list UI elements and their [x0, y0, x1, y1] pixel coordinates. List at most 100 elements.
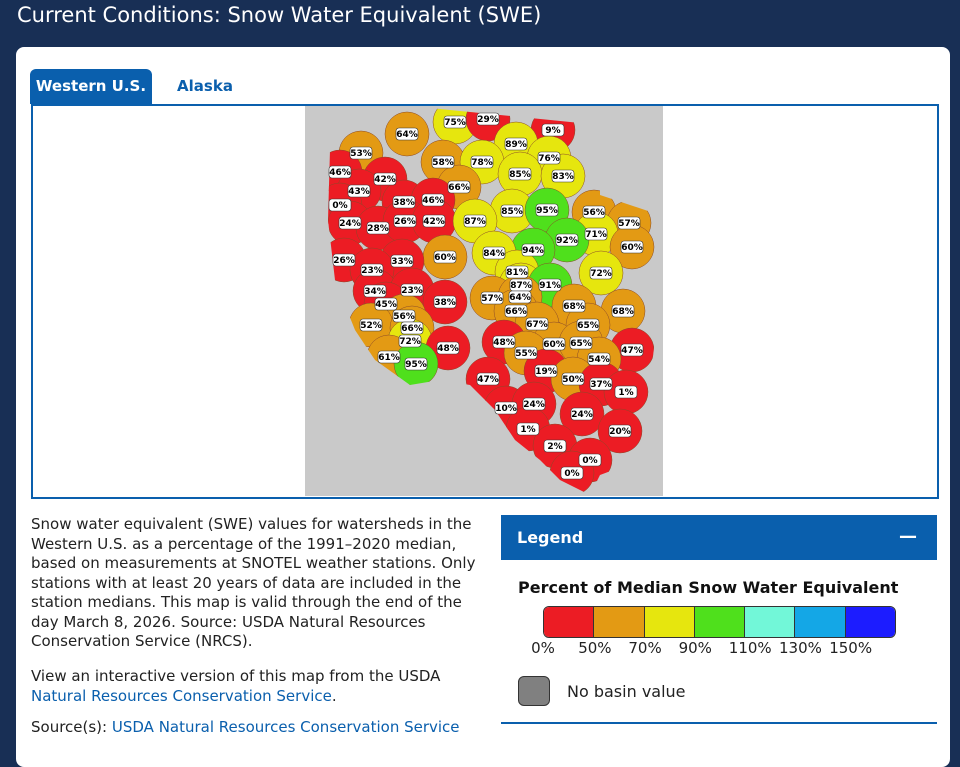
- color-swatch: [745, 607, 796, 637]
- legend-toggle[interactable]: —: [899, 526, 917, 547]
- basin-label: 60%: [621, 243, 643, 253]
- color-bar: [543, 606, 896, 638]
- label-box: [436, 341, 460, 355]
- text: View an interactive version of this map …: [31, 667, 441, 685]
- label-box: [328, 198, 352, 212]
- tab[interactable]: Western U.S.: [30, 69, 152, 104]
- color-swatch: [544, 607, 595, 637]
- label-box: [505, 265, 529, 279]
- label-box: [400, 283, 424, 297]
- basin-label: 67%: [526, 320, 548, 330]
- basin-label: 68%: [612, 307, 634, 317]
- basin-label: 1%: [520, 425, 535, 435]
- page: Current Conditions: Snow Water Equivalen…: [16, 3, 950, 767]
- label-box: [480, 291, 504, 305]
- label-box: [514, 346, 538, 360]
- label-box: [366, 221, 390, 235]
- label-box: [470, 155, 494, 169]
- label-box: [492, 335, 516, 349]
- label-box: [584, 227, 608, 241]
- label-box: [421, 193, 445, 207]
- label-box: [504, 137, 528, 151]
- label-box: [535, 203, 559, 217]
- basin-label: 76%: [538, 154, 560, 164]
- basin-label: 45%: [375, 300, 397, 310]
- color-swatch: [594, 607, 645, 637]
- link[interactable]: USDA Natural Resources Conservation Serv…: [111, 718, 460, 736]
- interactive-note: View an interactive version of this map …: [31, 667, 476, 706]
- label-box: [578, 453, 602, 467]
- basin-label: 24%: [523, 400, 545, 410]
- basin-label: 66%: [401, 324, 423, 334]
- legend-tick-label: 90%: [678, 639, 712, 657]
- basin-label: 52%: [360, 321, 382, 331]
- basin-label: 46%: [422, 196, 444, 206]
- basin-label: 33%: [391, 257, 413, 267]
- no-value-label: No basin value: [567, 682, 686, 701]
- legend-subtitle: Percent of Median Snow Water Equivalent: [518, 578, 899, 597]
- map-frame: [31, 104, 939, 499]
- label-box: [543, 439, 567, 453]
- basin-label: 57%: [618, 219, 640, 229]
- basin-label: 24%: [339, 219, 361, 229]
- basin-label: 47%: [477, 375, 499, 385]
- color-swatch: [795, 607, 846, 637]
- legend-tick-label: 150%: [829, 639, 873, 657]
- basin-label: 23%: [361, 266, 383, 276]
- basin-label: 38%: [393, 198, 415, 208]
- basin-label: 66%: [505, 307, 527, 317]
- label-box: [377, 350, 401, 364]
- basin-label: 72%: [399, 337, 421, 347]
- label-box: [433, 250, 457, 264]
- basin-label: 65%: [570, 339, 592, 349]
- text: .: [331, 686, 337, 705]
- label-box: [516, 422, 540, 436]
- basin-label: 60%: [434, 253, 456, 263]
- basin-label: 61%: [378, 353, 400, 363]
- label-box: [443, 115, 467, 129]
- label-box: [537, 151, 561, 165]
- label-box: [360, 263, 384, 277]
- basin-label: 53%: [350, 149, 372, 159]
- label-box: [525, 317, 549, 331]
- label-box: [494, 401, 518, 415]
- label-box: [551, 169, 575, 183]
- label-box: [562, 299, 586, 313]
- label-box: [500, 204, 524, 218]
- label-box: [522, 397, 546, 411]
- color-swatch: [694, 607, 746, 637]
- basin-label: 84%: [483, 249, 505, 259]
- basin-label: 24%: [571, 410, 593, 420]
- basin-label: 89%: [505, 140, 527, 150]
- link[interactable]: Natural Resources Conservation Service: [31, 686, 332, 705]
- label-box: [349, 146, 373, 160]
- label-box: [570, 407, 594, 421]
- label-box: [617, 216, 641, 230]
- basin-label: 91%: [539, 281, 561, 291]
- basin-label: 26%: [394, 217, 416, 227]
- label-box: [374, 297, 398, 311]
- basin-label: 10%: [495, 404, 517, 414]
- basin-label: 95%: [536, 206, 558, 216]
- legend-tick-label: 50%: [578, 639, 612, 657]
- basin-label: 47%: [621, 346, 643, 356]
- basin-label: 42%: [374, 175, 396, 185]
- label-box: [338, 216, 362, 230]
- basin-label: 60%: [543, 340, 565, 350]
- basin-label: 19%: [535, 367, 557, 377]
- label-box: [614, 385, 638, 399]
- tab[interactable]: Alaska: [177, 77, 233, 95]
- basin-label: 23%: [401, 286, 423, 296]
- basin-label: 48%: [493, 338, 515, 348]
- no-value-swatch: [518, 676, 550, 706]
- label-box: [482, 246, 506, 260]
- color-swatch: [845, 607, 895, 637]
- label-box: [363, 284, 387, 298]
- basin-label: 57%: [481, 294, 503, 304]
- label-box: [433, 295, 457, 309]
- basin-label: 65%: [577, 321, 599, 331]
- legend-tick-label: 70%: [628, 639, 662, 657]
- basin-label: 71%: [585, 230, 607, 240]
- basin-label: 48%: [437, 344, 459, 354]
- label-box: [373, 172, 397, 186]
